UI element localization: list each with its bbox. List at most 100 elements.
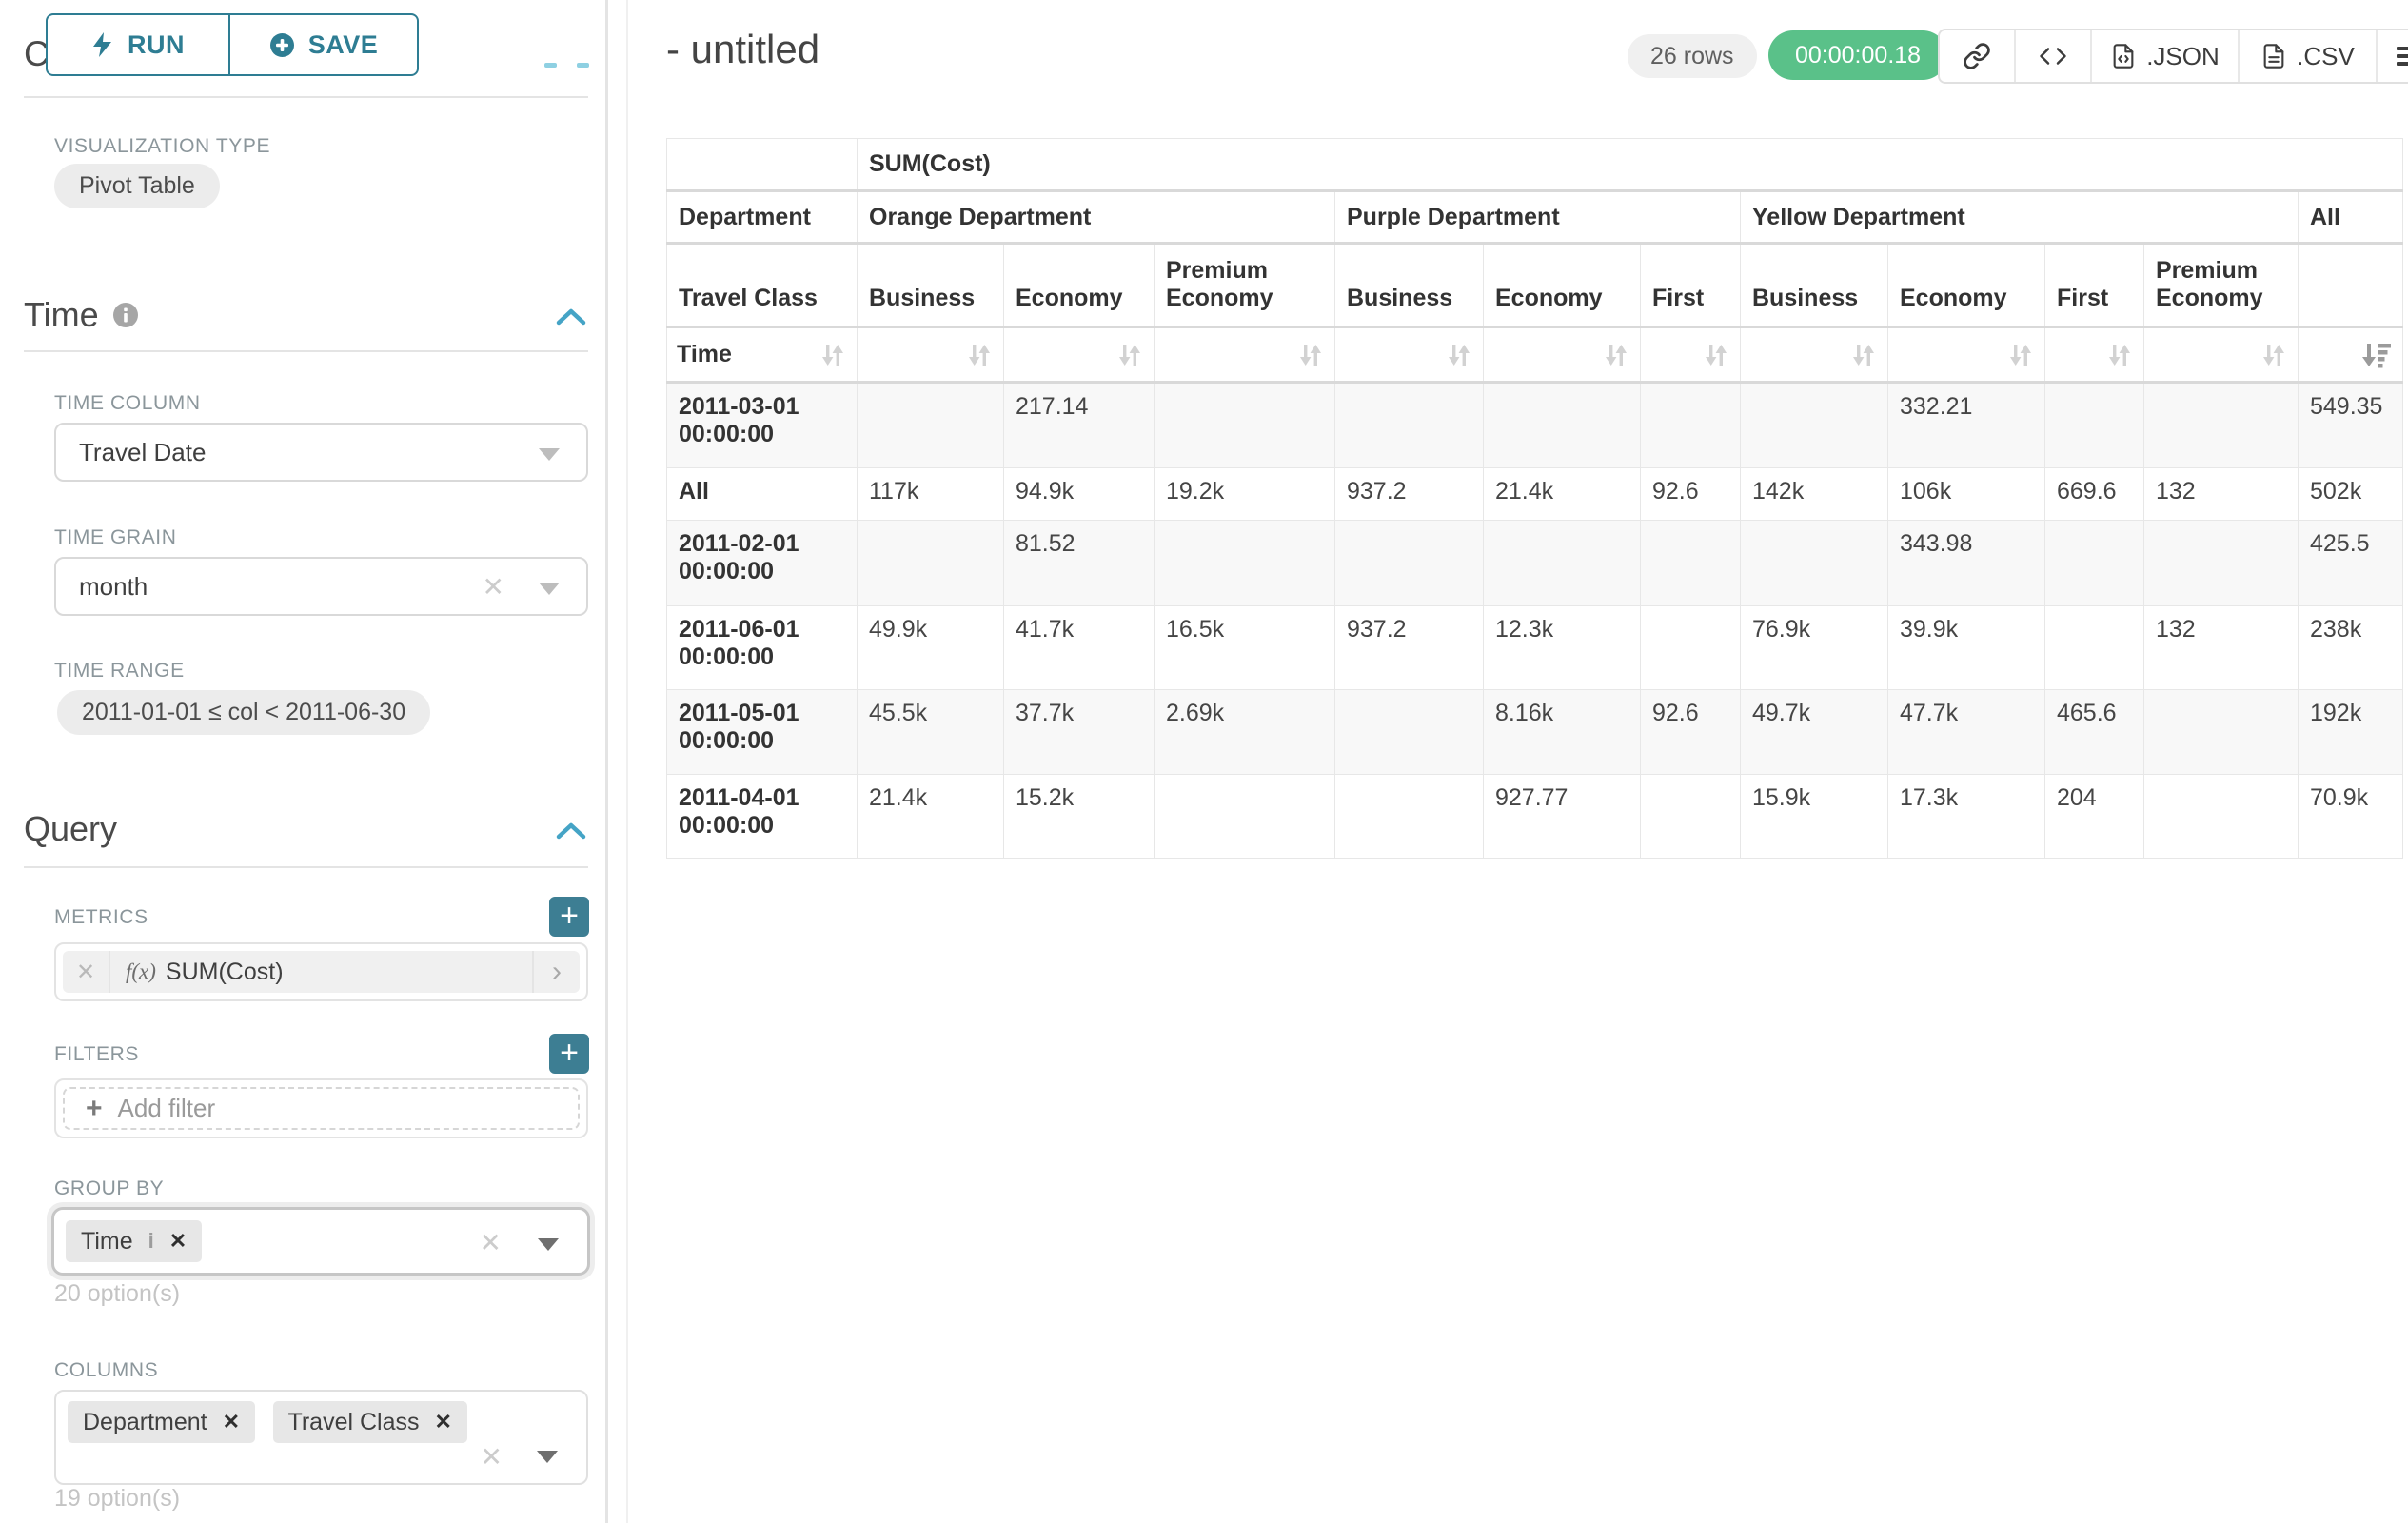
pivot-value-cell: 132 <box>2144 606 2299 690</box>
remove-chip-icon[interactable]: ✕ <box>169 1229 187 1254</box>
remove-chip-icon[interactable]: ✕ <box>223 1410 240 1434</box>
group-by-chip-time[interactable]: Time i ✕ <box>66 1220 202 1262</box>
pivot-value-cell: 217.14 <box>1004 383 1155 468</box>
time-grain-label: TIME GRAIN <box>54 526 177 549</box>
metrics-label: METRICS <box>54 906 148 929</box>
pivot-column-header: First <box>1641 244 1741 327</box>
add-metric-button[interactable]: + <box>549 897 589 937</box>
sort-icon[interactable] <box>965 341 994 369</box>
pivot-row-label: 2011-05-01 00:00:00 <box>667 690 858 775</box>
columns-options-count: 19 option(s) <box>54 1485 180 1513</box>
export-csv-button[interactable]: .CSV <box>2238 30 2376 82</box>
columns-chip-label: Travel Class <box>288 1409 420 1436</box>
remove-chip-icon[interactable]: ✕ <box>435 1410 452 1434</box>
more-options-button[interactable] <box>2376 30 2408 82</box>
pivot-value-cell <box>858 521 1004 606</box>
pivot-sort-header[interactable] <box>1155 327 1335 383</box>
add-filter-dropzone[interactable]: + Add filter <box>63 1087 580 1130</box>
pivot-value-cell: 15.2k <box>1004 775 1155 859</box>
sort-icon[interactable] <box>1602 341 1630 369</box>
time-column-value: Travel Date <box>79 438 206 467</box>
columns-select[interactable]: Department ✕ Travel Class ✕ ✕ <box>54 1390 588 1485</box>
section-divider <box>24 866 588 868</box>
sort-icon[interactable] <box>1849 341 1878 369</box>
pivot-row-label: 2011-04-01 00:00:00 <box>667 775 858 859</box>
pivot-value-cell: 502k <box>2299 468 2403 521</box>
pivot-sort-header-active[interactable] <box>2299 327 2403 383</box>
pivot-sort-header[interactable] <box>1484 327 1641 383</box>
pivot-value-cell: 49.9k <box>858 606 1004 690</box>
sort-icon[interactable] <box>2260 341 2288 369</box>
pivot-row-label: 2011-02-01 00:00:00 <box>667 521 858 606</box>
pivot-sort-header[interactable] <box>1888 327 2045 383</box>
add-filter-label: Add filter <box>118 1094 216 1123</box>
sort-icon[interactable] <box>2105 341 2134 369</box>
pivot-group-header: Yellow Department <box>1741 191 2299 244</box>
pivot-value-cell: 12.3k <box>1484 606 1641 690</box>
pivot-column-header: First <box>2045 244 2144 327</box>
sort-desc-icon[interactable] <box>2360 341 2393 369</box>
sort-icon[interactable] <box>1296 341 1325 369</box>
pivot-sort-header[interactable] <box>1741 327 1888 383</box>
pivot-column-header: Premium Economy <box>2144 244 2299 327</box>
save-button-label: SAVE <box>308 30 379 60</box>
pivot-value-cell: 117k <box>858 468 1004 521</box>
clear-icon[interactable]: ✕ <box>483 571 504 603</box>
pivot-data-row: 2011-02-01 00:00:0081.52343.98425.5 <box>667 521 2403 606</box>
pivot-group-header: Orange Department <box>858 191 1335 244</box>
remove-metric-icon[interactable]: ✕ <box>63 951 110 993</box>
pivot-value-cell: 17.3k <box>1888 775 2045 859</box>
run-button-label: RUN <box>128 30 185 60</box>
visualization-type-pill[interactable]: Pivot Table <box>54 164 220 208</box>
file-code-icon <box>2110 42 2137 70</box>
pivot-sort-header[interactable] <box>858 327 1004 383</box>
pivot-sort-header[interactable] <box>1641 327 1741 383</box>
share-link-button[interactable] <box>1940 30 2014 82</box>
time-range-pill[interactable]: 2011-01-01 ≤ col < 2011-06-30 <box>57 690 430 735</box>
sort-icon[interactable] <box>2006 341 2035 369</box>
filters-label: FILTERS <box>54 1043 139 1066</box>
pivot-value-cell <box>1641 606 1741 690</box>
pivot-data-row: All117k94.9k19.2k937.221.4k92.6142k106k6… <box>667 468 2403 521</box>
pivot-value-cell: 21.4k <box>1484 468 1641 521</box>
run-button[interactable]: RUN <box>46 13 229 76</box>
query-collapse-chevron-up-icon[interactable] <box>555 821 587 846</box>
pivot-value-cell: 238k <box>2299 606 2403 690</box>
file-text-icon <box>2260 42 2287 70</box>
pivot-group-header: All <box>2299 191 2403 244</box>
chart-type-caret-remnant-icon <box>544 63 557 68</box>
info-icon: i <box>148 1229 154 1254</box>
pivot-sort-header[interactable] <box>2144 327 2299 383</box>
sort-icon[interactable] <box>1115 341 1144 369</box>
clear-all-icon[interactable]: ✕ <box>480 1227 502 1258</box>
clear-all-icon[interactable]: ✕ <box>481 1441 503 1473</box>
pivot-value-cell <box>1641 775 1741 859</box>
save-button[interactable]: SAVE <box>229 13 419 76</box>
sidebar-scrollbar[interactable] <box>605 0 608 1523</box>
time-column-select[interactable]: Travel Date <box>54 423 588 482</box>
pivot-sort-header[interactable] <box>1335 327 1484 383</box>
columns-chip-travel-class[interactable]: Travel Class ✕ <box>273 1401 467 1443</box>
metric-chip[interactable]: ✕ f(x) SUM(Cost) › <box>63 951 580 993</box>
pivot-value-cell: 92.6 <box>1641 690 1741 775</box>
add-filter-plus-button[interactable]: + <box>549 1034 589 1074</box>
chart-title[interactable]: - untitled <box>666 27 819 72</box>
time-grain-select[interactable]: month ✕ <box>54 557 588 616</box>
pivot-value-cell <box>1155 775 1335 859</box>
pivot-value-cell: 937.2 <box>1335 468 1484 521</box>
pivot-time-sort-header[interactable]: Time <box>667 327 858 383</box>
export-json-button[interactable]: .JSON <box>2090 30 2238 82</box>
group-by-select[interactable]: Time i ✕ ✕ <box>51 1207 590 1276</box>
sort-icon[interactable] <box>1445 341 1473 369</box>
pivot-sort-header[interactable] <box>1004 327 1155 383</box>
expand-metric-chevron-icon[interactable]: › <box>532 951 580 993</box>
sort-icon[interactable] <box>1702 341 1730 369</box>
pivot-sort-header[interactable] <box>2045 327 2144 383</box>
pivot-data-row: 2011-04-01 00:00:0021.4k15.2k927.7715.9k… <box>667 775 2403 859</box>
columns-chip-department[interactable]: Department ✕ <box>68 1401 255 1443</box>
chart-type-caret-remnant-icon <box>577 63 589 68</box>
sort-icon[interactable] <box>819 341 847 369</box>
pivot-value-cell <box>1335 775 1484 859</box>
time-collapse-chevron-up-icon[interactable] <box>555 307 587 332</box>
view-query-button[interactable] <box>2014 30 2090 82</box>
